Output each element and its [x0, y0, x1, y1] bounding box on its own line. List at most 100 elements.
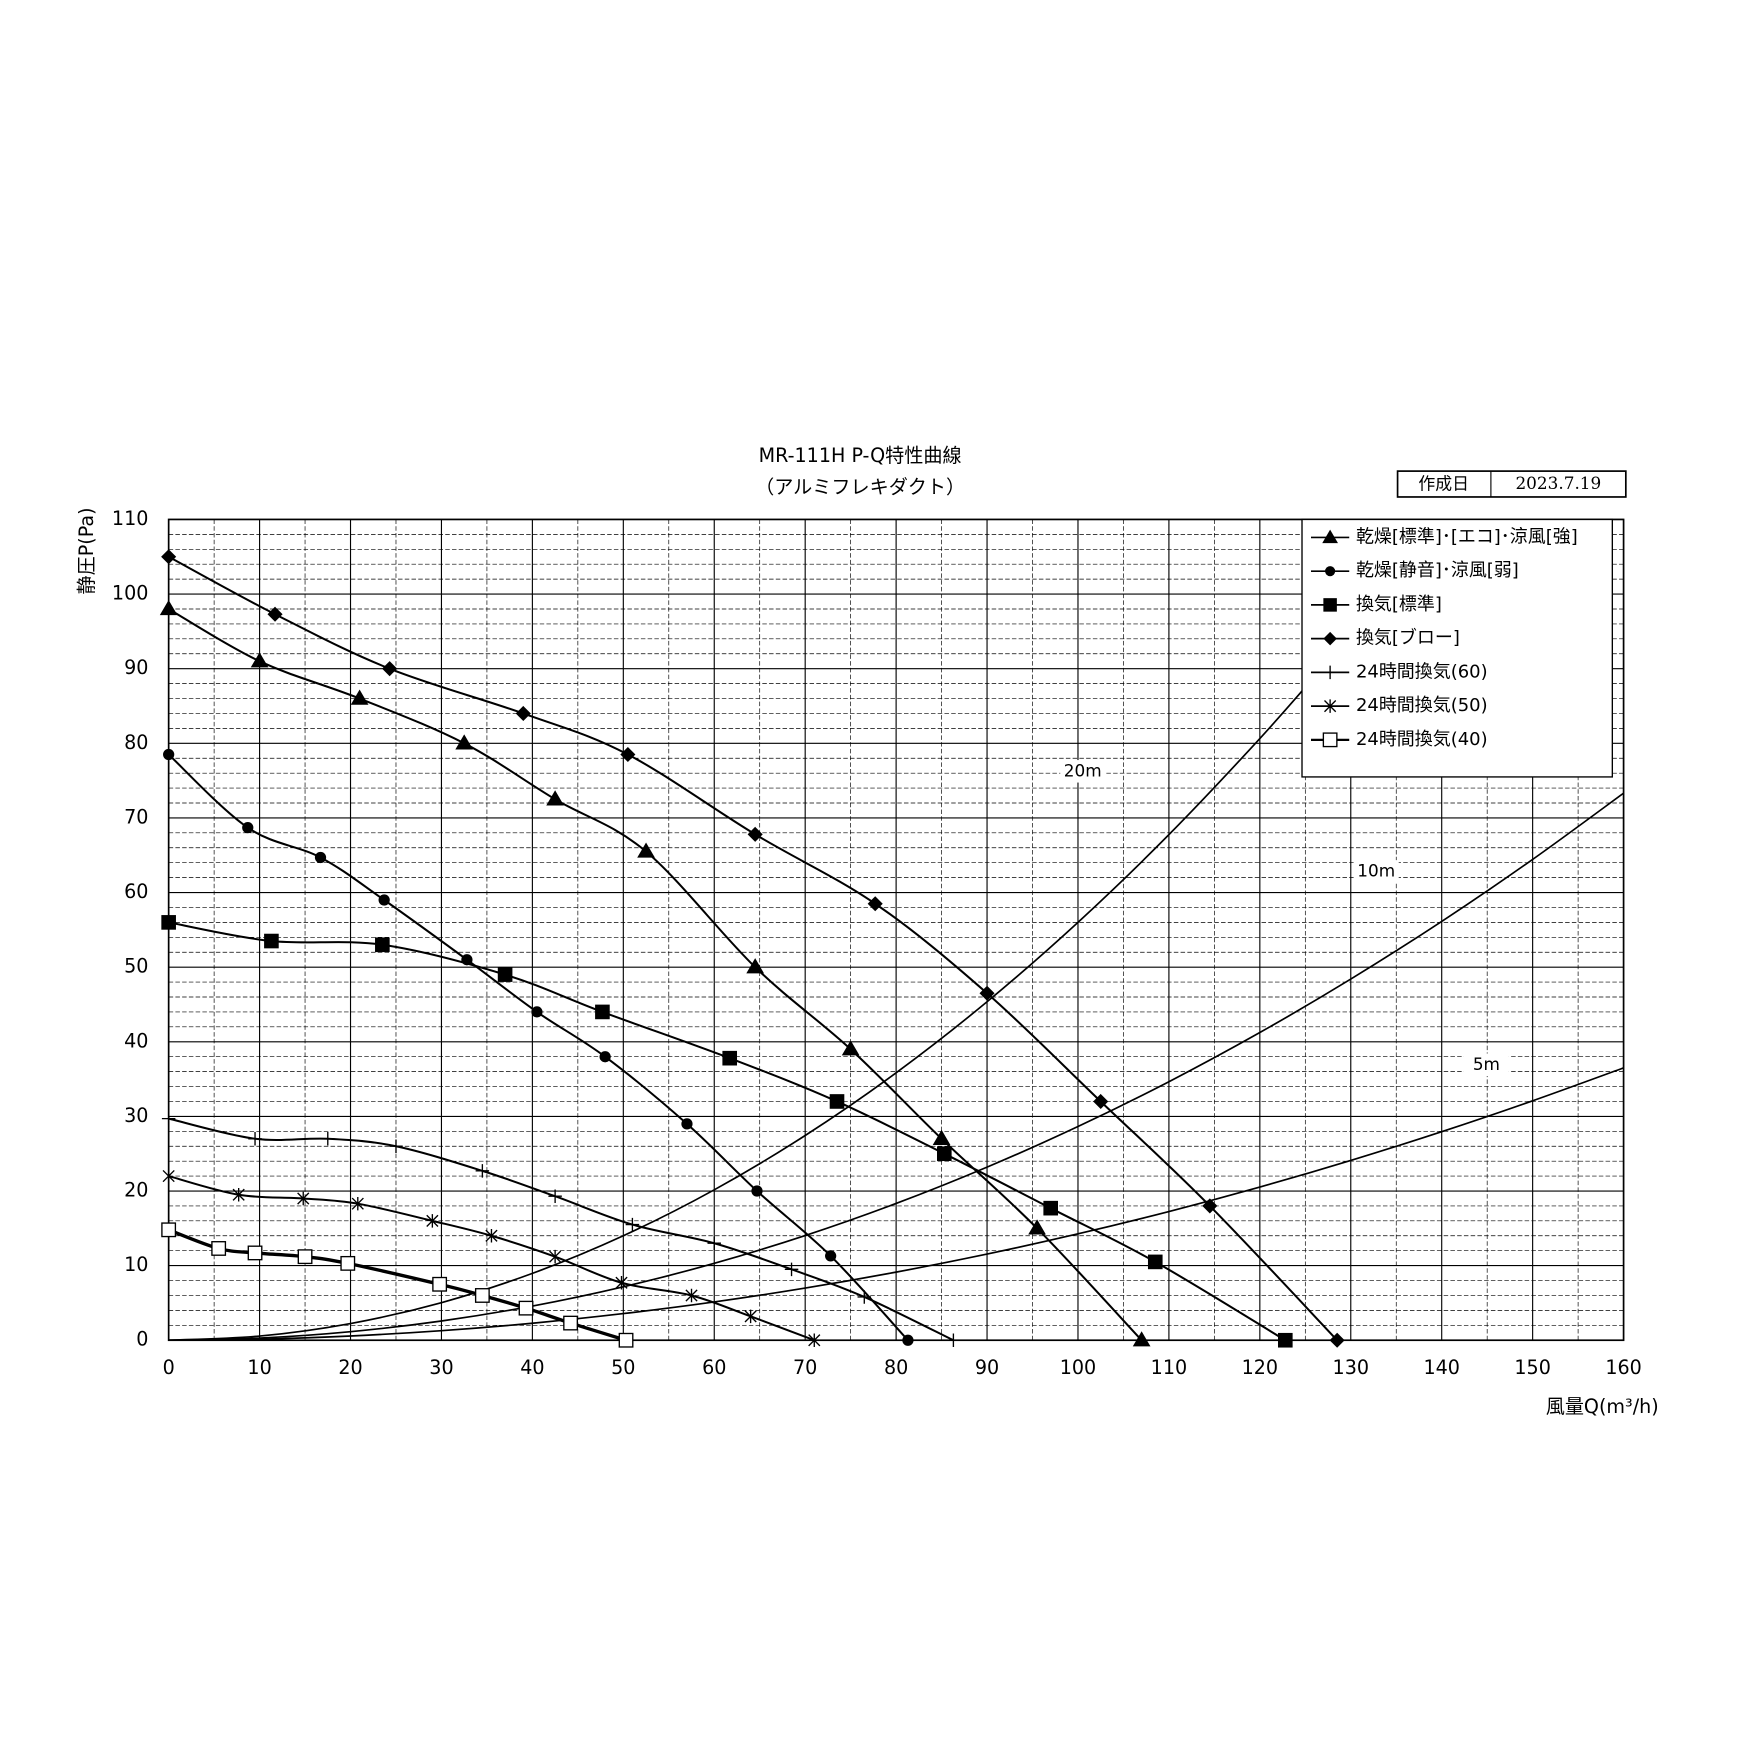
marker: [389, 1139, 403, 1153]
duct-curve: [168, 1067, 1624, 1341]
duct-label: 20m: [1064, 760, 1102, 780]
marker: [1132, 1331, 1151, 1347]
y-tick-label: 110: [112, 507, 148, 530]
marker: [595, 1004, 610, 1020]
duct-label: 5m: [1473, 1054, 1500, 1074]
marker: [475, 1164, 490, 1178]
marker: [297, 1191, 310, 1206]
x-tick-label: 60: [702, 1356, 726, 1379]
marker: [161, 915, 176, 930]
chart-subtitle: （アルミフレキダクト）: [755, 475, 965, 498]
marker: [1202, 1198, 1218, 1214]
marker: [247, 1245, 263, 1261]
marker: [620, 746, 636, 763]
label-bg: [1060, 760, 1106, 783]
series-line: [168, 921, 1286, 1342]
marker: [829, 1094, 845, 1109]
duct-label: 10m: [1357, 860, 1395, 880]
marker: [747, 826, 763, 842]
marker: [248, 1132, 262, 1146]
marker: [432, 1276, 448, 1292]
marker: [474, 1288, 490, 1303]
series-line: [168, 1175, 815, 1342]
label-bg: [1463, 1053, 1509, 1077]
y-axis-label: 静圧P(Pa): [75, 507, 98, 594]
legend-label: 24時間換気(40): [1356, 729, 1488, 750]
legend-marker: [1324, 699, 1337, 713]
marker: [375, 937, 390, 953]
marker: [784, 1262, 799, 1277]
marker: [615, 1276, 628, 1290]
marker: [946, 1333, 961, 1347]
legend-marker: [1322, 529, 1338, 544]
marker: [518, 1300, 534, 1316]
marker: [350, 689, 369, 705]
y-tick-label: 40: [124, 1029, 148, 1052]
x-tick-label: 90: [975, 1356, 999, 1379]
legend-marker: [1322, 732, 1338, 748]
legend-label: 換気[ブロー]: [1356, 627, 1460, 649]
x-tick-label: 50: [611, 1356, 635, 1379]
marker: [232, 1187, 245, 1202]
marker: [162, 1169, 175, 1183]
x-tick-label: 140: [1423, 1356, 1459, 1379]
legend-label: 乾燥[標準]･[エコ]･涼風[強]: [1356, 526, 1578, 547]
marker: [563, 1315, 578, 1331]
marker: [351, 1196, 364, 1211]
x-tick-label: 160: [1605, 1356, 1641, 1379]
marker: [746, 958, 765, 974]
marker: [618, 1332, 634, 1348]
date-box: [1396, 470, 1627, 498]
duct-curve: [168, 792, 1624, 1341]
y-tick-label: 80: [124, 731, 148, 754]
marker: [250, 652, 269, 668]
marker: [455, 734, 474, 750]
marker: [340, 1255, 356, 1271]
date-label: 作成日: [1418, 474, 1469, 494]
y-tick-label: 0: [136, 1328, 148, 1351]
y-tick-label: 100: [112, 582, 148, 605]
date: 2023.7.19: [1515, 473, 1601, 493]
marker: [1043, 1200, 1059, 1216]
marker: [685, 1288, 698, 1303]
x-tick-label: 150: [1514, 1356, 1550, 1379]
marker: [485, 1229, 498, 1243]
series-line: [168, 608, 1143, 1341]
series-line: [167, 753, 909, 1341]
y-tick-label: 90: [124, 656, 148, 679]
series-line: [168, 555, 1338, 1341]
legend-marker: [1325, 566, 1336, 577]
marker: [808, 1333, 821, 1347]
legend-marker: [1323, 665, 1337, 680]
marker: [932, 1129, 951, 1145]
x-tick-label: 70: [793, 1356, 817, 1379]
marker: [515, 705, 531, 721]
y-tick-label: 30: [124, 1104, 148, 1127]
marker: [549, 1249, 562, 1264]
label-bg: [1353, 860, 1399, 883]
x-tick-label: 40: [520, 1356, 544, 1379]
x-tick-label: 110: [1151, 1356, 1187, 1379]
marker: [751, 1185, 763, 1197]
marker: [546, 790, 564, 806]
marker: [1093, 1093, 1109, 1110]
marker: [707, 1236, 721, 1250]
marker: [902, 1334, 914, 1346]
marker: [841, 1040, 860, 1056]
marker: [321, 1132, 335, 1146]
series-line: [168, 1117, 954, 1342]
y-tick-label: 60: [124, 880, 148, 903]
duct-curve: [168, 665, 1325, 1341]
legend-label: 24時間換気(60): [1356, 661, 1488, 682]
marker: [211, 1241, 227, 1256]
marker: [161, 1222, 177, 1238]
marker: [242, 821, 254, 834]
y-tick-label: 70: [124, 805, 148, 828]
marker: [161, 549, 177, 565]
marker: [625, 1217, 640, 1232]
x-axis-label: 風量Q(m³/h): [1546, 1395, 1659, 1418]
marker: [426, 1214, 439, 1228]
marker: [1277, 1332, 1293, 1348]
y-tick-label: 50: [124, 955, 148, 978]
